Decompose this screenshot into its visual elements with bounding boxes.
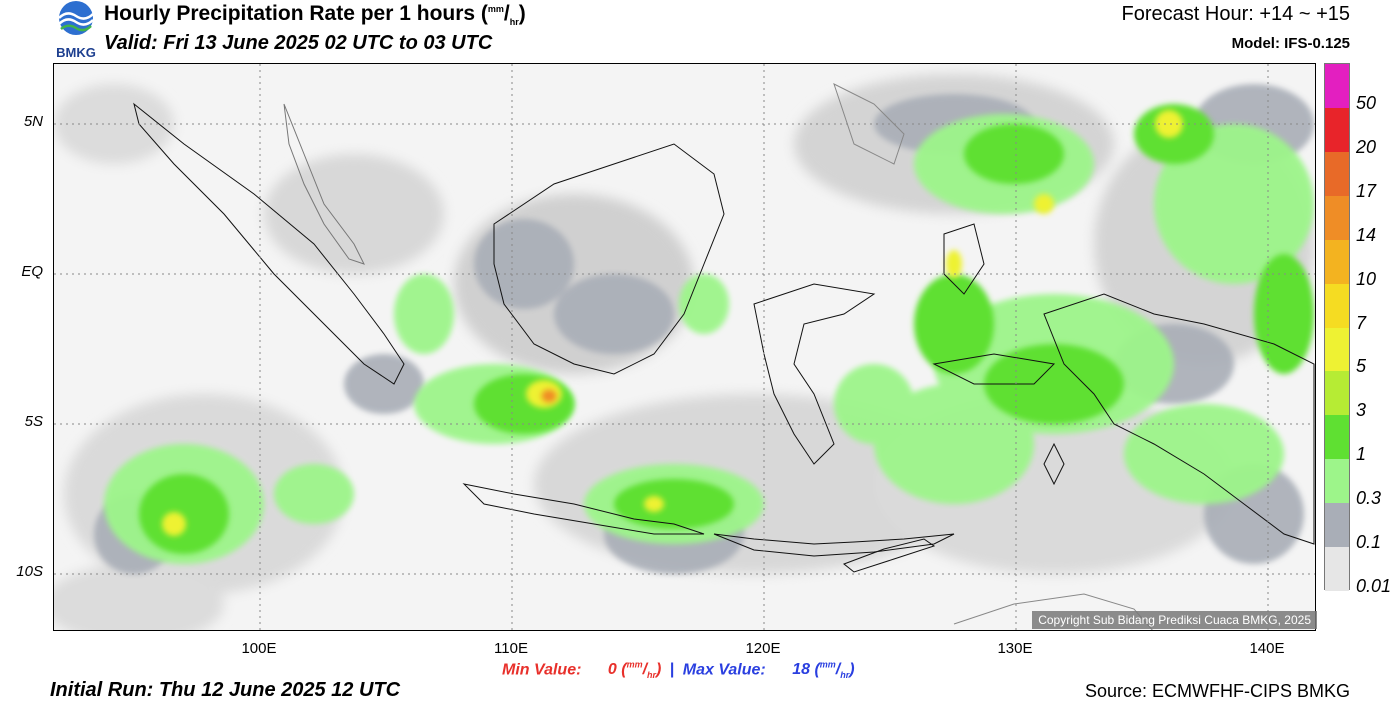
legend-swatch xyxy=(1325,547,1349,592)
color-legend xyxy=(1324,63,1350,592)
legend-swatch xyxy=(1325,151,1349,197)
legend-swatch xyxy=(1325,459,1349,504)
map-title: Hourly Precipitation Rate per 1 hours (m… xyxy=(104,2,526,27)
data-source: Source: ECMWFHF-CIPS BMKG xyxy=(1084,681,1350,701)
max-label: Max Value: xyxy=(682,661,766,679)
lat-label-10s: 10S xyxy=(16,563,43,580)
title-unit-den: hr xyxy=(509,17,519,28)
min-unit-slash: / xyxy=(642,661,648,679)
legend-label: 14 xyxy=(1356,224,1377,245)
lon-label-100e: 100E xyxy=(241,640,277,657)
lon-label-110e: 110E xyxy=(494,640,528,657)
max-unit-slash: / xyxy=(835,661,841,679)
legend-swatch xyxy=(1325,283,1349,328)
legend-swatch xyxy=(1325,415,1349,460)
lon-label-120e: 120E xyxy=(745,640,781,657)
max-unit-den: hr xyxy=(840,670,850,681)
initial-run: Initial Run: Thu 12 June 2025 12 UTC xyxy=(50,679,401,701)
legend-swatch xyxy=(1325,195,1349,241)
valid-time: Valid: Fri 13 June 2025 02 UTC to 03 UTC xyxy=(104,32,493,54)
land-outlines xyxy=(133,83,1315,630)
lat-label-eq: EQ xyxy=(21,263,43,280)
precipitation-map xyxy=(53,63,1316,631)
legend-label: 50 xyxy=(1356,92,1377,113)
forecast-hour: Forecast Hour: +14 ~ +15 xyxy=(1121,3,1350,25)
legend-label: 10 xyxy=(1356,268,1377,289)
title-main: Hourly Precipitation Rate per 1 hours ( xyxy=(104,2,488,25)
min-label: Min Value: xyxy=(502,661,582,679)
min-max-separator: | xyxy=(669,661,675,679)
legend-label: 0.3 xyxy=(1356,488,1382,509)
lon-label-130e: 130E xyxy=(997,640,1033,657)
graticule xyxy=(54,64,1315,630)
model-label: Model: IFS-0.125 xyxy=(1231,35,1350,52)
legend-label: 0.01 xyxy=(1356,576,1392,596)
legend-label: 3 xyxy=(1356,400,1367,421)
legend-label: 1 xyxy=(1356,444,1367,465)
legend-swatch xyxy=(1325,327,1349,372)
legend-label: 0.1 xyxy=(1356,532,1382,553)
min-unit-num: mm xyxy=(626,660,643,670)
lat-label-5s: 5S xyxy=(24,413,43,430)
min-unit-den: hr xyxy=(647,670,657,681)
min-value: 0 xyxy=(607,661,617,679)
lat-label-5n: 5N xyxy=(23,113,43,130)
max-unit-num: mm xyxy=(819,660,836,670)
bmkg-logo: BMKG xyxy=(52,0,100,60)
legend-label: 5 xyxy=(1356,356,1367,377)
title-close: ) xyxy=(518,2,526,25)
legend-swatch xyxy=(1325,107,1349,153)
legend-label: 17 xyxy=(1356,180,1377,201)
title-unit-num: mm xyxy=(487,4,504,14)
title-slash: / xyxy=(503,2,510,25)
max-value: 18 xyxy=(792,661,810,679)
lon-label-140e: 140E xyxy=(1249,640,1285,657)
copyright-notice: Copyright Sub Bidang Prediksi Cuaca BMKG… xyxy=(1032,611,1317,629)
legend-label: 7 xyxy=(1356,312,1367,333)
legend-swatch xyxy=(1325,239,1349,285)
min-max-values: Min Value: 0 (mm/hr) | Max Value: 18 (mm… xyxy=(502,660,855,681)
map-canvas xyxy=(54,64,1315,630)
legend-swatch xyxy=(1325,371,1349,416)
legend-label: 20 xyxy=(1356,136,1377,157)
logo-text: BMKG xyxy=(56,45,96,60)
rain-heavy-layer xyxy=(162,110,1183,536)
rain-green-layer xyxy=(139,104,1314,554)
legend-swatch xyxy=(1325,503,1349,548)
legend-swatch xyxy=(1325,64,1349,109)
